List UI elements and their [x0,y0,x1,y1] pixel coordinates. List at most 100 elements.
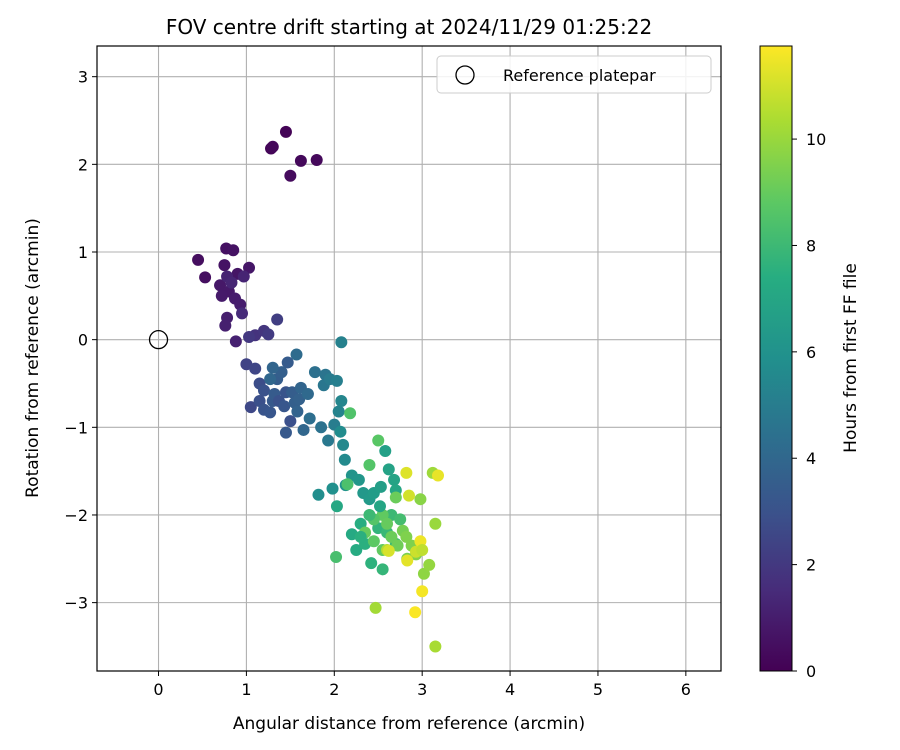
data-point-58 [303,412,316,425]
plot-frame [96,45,722,672]
axis-ticks: 0 1 2 3 4 5 6 −3 −2 −1 0 1 2 3 [64,68,691,699]
data-point-113 [417,567,430,580]
data-point-5 [284,169,297,182]
colorbar-tick-label-0: 0 [806,662,816,681]
legend-reference-marker [455,65,475,85]
x-tick-label-6: 6 [681,680,691,699]
data-point-51 [293,393,306,406]
colorbar-tick-label-4: 8 [806,236,816,255]
data-point-0 [279,125,292,138]
data-point-20 [229,335,242,348]
data-point-135 [363,508,376,521]
data-point-81 [374,480,387,493]
data-point-4 [310,153,323,166]
data-point-84 [388,473,401,486]
data-point-73 [312,488,325,501]
x-tick-label-4: 4 [505,680,515,699]
data-point-34 [244,401,257,414]
data-point-47 [281,356,294,369]
x-tick-label-0: 0 [153,680,163,699]
data-point-126 [432,469,445,482]
data-point-133 [382,544,395,557]
data-point-19 [219,319,232,332]
data-point-46 [279,426,292,439]
data-point-98 [330,551,343,564]
data-point-99 [341,478,354,491]
data-point-93 [376,563,389,576]
data-point-86 [330,500,343,513]
data-point-55 [290,348,303,361]
data-point-54 [301,388,314,401]
data-point-107 [391,539,404,552]
data-point-23 [236,307,249,320]
legend-box [436,55,712,94]
colorbar-tick-label-3: 6 [806,343,816,362]
data-point-136 [354,530,367,543]
data-point-30 [249,362,262,375]
data-point-77 [352,473,365,486]
data-point-60 [315,421,328,434]
data-point-57 [264,373,277,386]
data-point-31 [262,328,275,341]
data-point-50 [291,405,304,418]
chart-title: FOV centre drift starting at 2024/11/29 … [166,15,652,39]
reference-platepar-marker [148,330,169,350]
grid-lines [97,46,721,671]
y-tick-label-1: −2 [64,506,88,525]
x-tick-label-3: 3 [417,680,427,699]
x-tick-label-1: 1 [241,680,251,699]
data-point-123 [400,530,413,543]
data-point-72 [334,425,347,438]
data-point-69 [335,395,348,408]
data-point-128 [401,554,414,567]
data-point-117 [369,601,382,614]
data-point-2 [266,140,279,153]
data-point-131 [416,585,429,598]
data-point-37 [264,406,277,419]
colorbar-tick-label-2: 4 [806,449,816,468]
data-point-91 [365,557,378,570]
data-point-82 [379,444,392,457]
y-axis-label: Rotation from reference (arcmin) [23,218,43,498]
data-point-53 [297,423,310,436]
data-point-33 [257,384,270,397]
data-point-63 [322,434,335,447]
data-point-83 [382,463,395,476]
data-point-15 [215,289,228,302]
data-points [192,125,445,653]
data-point-7 [199,271,212,284]
x-axis-label: Angular distance from reference (arcmin) [233,714,585,734]
data-point-28 [243,331,256,344]
data-point-127 [403,489,415,502]
data-point-74 [326,482,339,495]
data-point-115 [429,517,442,530]
data-point-10 [218,259,231,272]
data-point-118 [429,640,442,653]
data-point-12 [243,261,256,274]
data-point-43 [278,400,291,413]
colorbar-tick-label-5: 10 [806,130,826,149]
y-tick-label-3: 0 [78,331,88,350]
legend: Reference platepar [436,55,712,94]
y-tick-label-4: 1 [78,243,88,262]
data-point-125 [400,466,413,479]
data-point-97 [394,513,407,526]
data-point-45 [284,415,297,428]
data-point-24 [237,270,250,283]
data-point-66 [330,374,343,387]
x-tick-label-5: 5 [593,680,603,699]
data-point-137 [373,500,386,513]
data-point-27 [271,313,284,326]
data-point-59 [308,366,321,379]
data-point-101 [363,459,376,472]
x-tick-label-2: 2 [329,680,339,699]
data-point-100 [344,407,357,420]
y-tick-label-2: −1 [64,418,88,437]
data-point-9 [227,244,240,257]
data-point-132 [409,606,422,619]
data-point-103 [367,535,380,548]
data-point-56 [266,361,279,374]
data-point-112 [414,493,427,506]
